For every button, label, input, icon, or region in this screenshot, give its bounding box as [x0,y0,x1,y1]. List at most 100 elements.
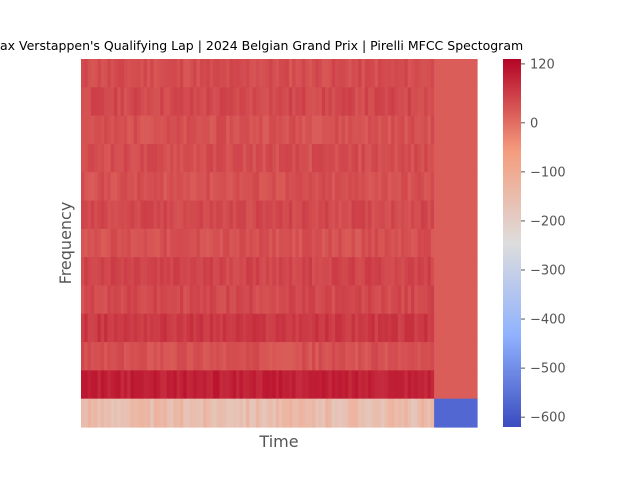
heatmap-cell [335,370,339,400]
heatmap-cell [417,59,422,88]
heatmap-cell [387,228,392,258]
heatmap-cell [275,228,280,258]
heatmap-cell [460,115,465,145]
heatmap-cell [203,370,207,400]
heatmap-cell [460,228,465,258]
heatmap-cell [368,228,372,258]
heatmap-cell [371,398,376,428]
heatmap-cell [275,285,280,315]
heatmap-cell [430,87,435,117]
heatmap-cell [100,87,105,117]
heatmap-cell [397,115,402,145]
heatmap-cell [292,59,297,88]
heatmap-cell [265,257,270,287]
heatmap-cell [94,228,99,258]
heatmap-cell [269,87,273,117]
heatmap-cell [186,172,191,202]
heatmap-cell [321,370,326,400]
heatmap-cell [338,172,343,202]
heatmap-cell [246,257,250,287]
heatmap-cell [255,370,260,400]
heatmap-cell [226,59,231,88]
heatmap-cell [460,370,465,400]
heatmap-cell [361,200,366,230]
heatmap-cell [295,115,300,145]
heatmap-cell [107,285,112,315]
heatmap-cell [460,285,465,315]
heatmap-cell [81,285,85,315]
heatmap-cell [384,285,389,315]
heatmap-cell [110,172,115,202]
heatmap-cell [387,398,392,428]
heatmap-cell [236,285,240,315]
heatmap-cell [345,342,349,371]
heatmap-cell [196,257,201,287]
heatmap-cell [272,200,277,230]
heatmap-cell [397,228,402,258]
heatmap-cell [90,200,95,230]
heatmap-cell [417,87,422,117]
heatmap-cell [90,342,95,371]
heatmap-cell [196,172,201,202]
heatmap-cell [404,370,409,400]
heatmap-cell [229,59,234,88]
heatmap-cell [318,87,323,117]
heatmap-cell [374,370,379,400]
heatmap-cell [378,143,382,173]
heatmap-cell [473,172,478,202]
heatmap-cell [163,172,168,202]
heatmap-cell [219,285,224,315]
heatmap-cell [364,143,369,173]
heatmap-cell [156,143,161,173]
heatmap-cell [420,115,425,145]
heatmap-cell [292,313,297,343]
heatmap-cell [170,257,174,287]
heatmap-cell [430,228,435,258]
heatmap-cell [150,313,155,343]
heatmap-cell [318,285,323,315]
heatmap-cell [328,370,333,400]
heatmap-cell [331,285,336,315]
heatmap-cell [176,285,181,315]
heatmap-cell [176,115,181,145]
heatmap-cell [163,313,168,343]
heatmap-cell [318,115,323,145]
heatmap-cell [444,87,448,117]
heatmap-cell [107,370,112,400]
heatmap-cell [127,59,132,88]
heatmap-cell [453,342,458,371]
heatmap-cell [150,59,155,88]
heatmap-cell [381,228,386,258]
heatmap-cell [378,313,382,343]
heatmap-cell [229,228,234,258]
heatmap-cell [255,228,260,258]
heatmap-cell [279,398,283,428]
heatmap-cell [246,228,250,258]
heatmap-cell [450,342,455,371]
heatmap-cell [127,285,132,315]
heatmap-cell [391,172,396,202]
heatmap-cell [123,115,128,145]
heatmap-cell [404,87,409,117]
heatmap-cell [295,87,300,117]
heatmap-cell [255,172,260,202]
heatmap-cell [358,257,363,287]
heatmap-cell [470,257,475,287]
heatmap-cell [186,228,191,258]
heatmap-cell [173,172,178,202]
heatmap-cell [269,257,273,287]
heatmap-cell [440,228,445,258]
heatmap-cell [361,370,366,400]
heatmap-cell [232,228,237,258]
heatmap-cell [180,172,184,202]
heatmap-cell [226,398,231,428]
heatmap-cell [123,59,128,88]
heatmap-cell [450,59,455,88]
heatmap-cell [123,200,128,230]
heatmap-cell [318,313,323,343]
heatmap-cell [279,115,283,145]
heatmap-cell [292,228,297,258]
heatmap-cell [338,59,343,88]
heatmap-cell [345,370,349,400]
heatmap-cell [275,115,280,145]
